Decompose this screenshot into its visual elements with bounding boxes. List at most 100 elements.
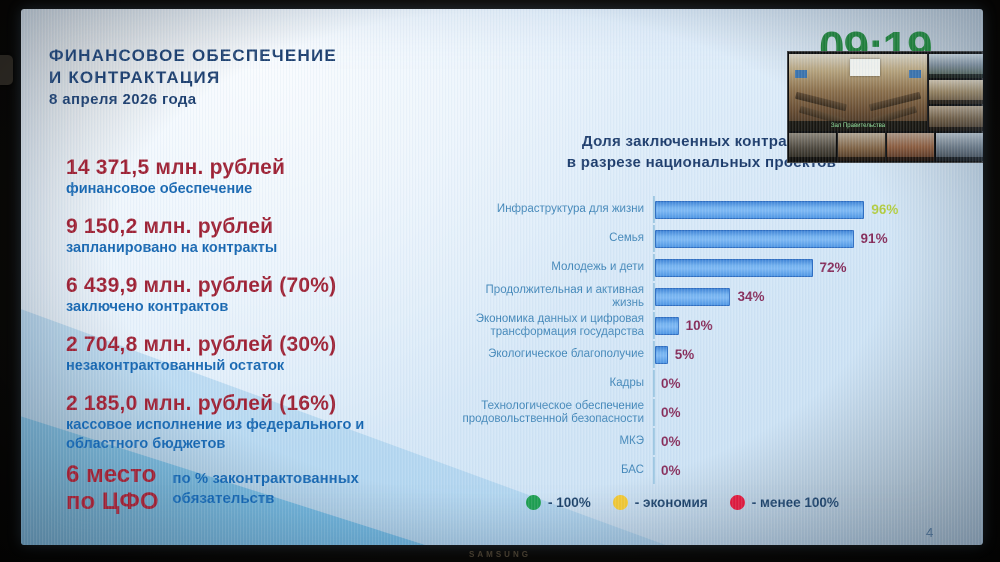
stat-label: заключено контрактов [66, 299, 229, 315]
page-number: 4 [926, 525, 934, 540]
stat-label: незаконтрактованный остаток [66, 358, 285, 374]
chart-category-label: Экономика данных и цифровая трансформаци… [475, 312, 644, 338]
chart-row: Семья 91% [454, 224, 959, 253]
camera-view-thumbnail [929, 54, 983, 78]
rank-label-line1: по % законтрактованных [172, 470, 359, 487]
stats-list: 14 371,5 млн. рублей финансовое обеспече… [66, 155, 436, 469]
chart-row: Продолжительная и активная жизнь 34% [454, 282, 959, 311]
camera-view-thumbnail [929, 106, 983, 131]
stat-label: финансовое обеспечение [66, 181, 253, 197]
bar-value-label: 34% [737, 289, 765, 304]
camera-view-thumbnail [887, 133, 934, 161]
bar-track: 72% [653, 254, 959, 281]
stat-label: запланировано на контракты [66, 240, 278, 256]
camera-view-label: Зал Правительства [789, 121, 927, 131]
chart-title: Доля заключенных контрактов в разрезе на… [459, 131, 944, 173]
bar-value-label: 0% [661, 376, 681, 391]
chart-category-label: Молодежь и дети [551, 261, 644, 273]
chart-title-line2: в разрезе национальных проектов [566, 154, 837, 171]
tv-brand-logo: SAMSUNG [469, 550, 531, 559]
chart-row: Экологическое благополучие 5% [454, 340, 959, 369]
bar [655, 287, 731, 306]
bar-track: 5% [653, 341, 959, 368]
bar-track: 91% [653, 225, 959, 252]
rank-label-line2: обязательств [172, 490, 275, 507]
stat-item: 2 704,8 млн. рублей (30%) незаконтрактов… [66, 332, 436, 376]
bar-track: 0% [653, 457, 959, 484]
chart-category-label: Кадры [609, 377, 644, 389]
stat-value: 9 150,2 млн. рублей [66, 215, 274, 238]
video-conference-window: Зал Правительства [787, 51, 983, 163]
camera-view-thumbnail [929, 80, 983, 104]
presentation-slide: ФИНАНСОВОЕ ОБЕСПЕЧЕНИЕ И КОНТРАКТАЦИЯ 8 … [21, 9, 983, 545]
bar-value-label: 0% [661, 434, 681, 449]
camera-view-label-strip [887, 157, 934, 161]
stat-item: 6 439,9 млн. рублей (70%) заключено конт… [66, 273, 436, 317]
legend-item: - экономия [612, 495, 708, 510]
chart-category-label: Технологическое обеспечение продовольств… [462, 399, 644, 425]
chart-row: Кадры 0% [454, 369, 959, 398]
slide-header: ФИНАНСОВОЕ ОБЕСПЕЧЕНИЕ И КОНТРАКТАЦИЯ 8 … [49, 45, 337, 108]
chart-category-label: БАС [620, 464, 644, 476]
chart-category-label: Инфраструктура для жизни [496, 203, 644, 215]
bar-value-label: 0% [661, 405, 681, 420]
chart-row: МКЭ 0% [454, 427, 959, 456]
camera-view-thumbnail [936, 133, 983, 161]
wall-tv-icon [909, 70, 921, 78]
screen: ФИНАНСОВОЕ ОБЕСПЕЧЕНИЕ И КОНТРАКТАЦИЯ 8 … [21, 9, 983, 545]
rank-value: 6 место по ЦФО [66, 461, 159, 515]
camera-view-label-strip [789, 157, 836, 161]
legend-dot-icon [526, 495, 541, 510]
stat-item: 2 185,0 млн. рублей (16%) кассовое испол… [66, 391, 436, 454]
bar [655, 229, 854, 248]
chart-row: Технологическое обеспечение продовольств… [454, 398, 959, 427]
chart-category-label: Экологическое благополучие [488, 348, 644, 360]
chart-row: Молодежь и дети 72% [454, 253, 959, 282]
bar-value-label: 96% [871, 202, 899, 217]
camera-view-label-strip [929, 100, 983, 104]
chart-category-label: МКЭ [619, 435, 644, 447]
stat-item: 9 150,2 млн. рублей запланировано на кон… [66, 214, 436, 258]
legend-dot-icon [612, 495, 628, 510]
bar-track: 96% [653, 196, 959, 223]
stat-value: 14 371,5 млн. рублей [66, 156, 286, 179]
camera-view-label-strip [936, 157, 983, 161]
chart-legend: - 100% - экономия - менее 100% [526, 495, 839, 510]
bar-value-label: 0% [661, 463, 681, 478]
rank-block: 6 место по ЦФО по % законтрактованных об… [66, 461, 359, 515]
chart-category-label: Продолжительная и активная жизнь [485, 283, 644, 309]
bar-track: 0% [653, 370, 959, 397]
bar-value-label: 91% [860, 231, 888, 246]
camera-view-thumbnail [789, 133, 836, 161]
projection-screen [849, 59, 881, 77]
legend-label: - менее 100% [751, 495, 839, 510]
stat-value: 6 439,9 млн. рублей (70%) [66, 274, 337, 297]
wall-tv-icon [795, 70, 807, 78]
bar-value-label: 10% [685, 318, 713, 333]
slide-date: 8 апреля 2026 года [49, 91, 197, 108]
bar [655, 258, 813, 277]
stat-item: 14 371,5 млн. рублей финансовое обеспече… [66, 155, 436, 199]
rank-label: по % законтрактованных обязательств [173, 469, 359, 515]
stat-label: кассовое исполнение из федерального и об… [66, 417, 365, 452]
bar-track: 10% [653, 312, 959, 339]
chart-title-line1: Доля заключенных контрактов [581, 133, 822, 150]
bezel-notch [0, 55, 13, 85]
slide-title-line2: И КОНТРАКТАЦИЯ [49, 68, 221, 87]
camera-view-thumbnail [838, 133, 885, 161]
legend-item: - менее 100% [729, 495, 839, 510]
chart-row: БАС 0% [454, 456, 959, 485]
camera-view-main: Зал Правительства [789, 54, 927, 131]
chart-row: Инфраструктура для жизни 96% [454, 195, 959, 224]
bar-chart: Инфраструктура для жизни 96% Семья 91% Молод… [454, 195, 959, 485]
bar-track: 0% [653, 428, 959, 455]
bar [655, 200, 865, 219]
bar [655, 345, 668, 364]
bar-track: 0% [653, 399, 959, 426]
legend-label: - 100% [548, 495, 591, 510]
legend-dot-icon [729, 495, 745, 510]
legend-label: - экономия [634, 495, 708, 510]
bar-value-label: 72% [819, 260, 847, 275]
slide-title-line1: ФИНАНСОВОЕ ОБЕСПЕЧЕНИЕ [49, 46, 337, 65]
